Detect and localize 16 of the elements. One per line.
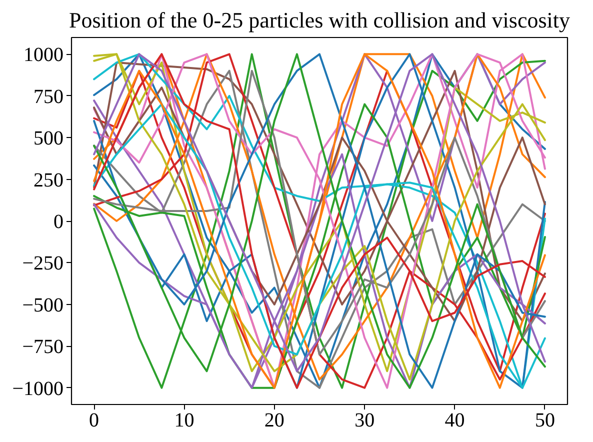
x-tick-label: 0 xyxy=(89,410,100,432)
y-tick-label: 500 xyxy=(34,128,64,150)
y-tick-label: −250 xyxy=(22,252,64,275)
x-tick-label: 30 xyxy=(354,410,375,432)
y-tick-label: −750 xyxy=(22,336,64,358)
chart-title: Position of the 0-25 particles with collision and viscosity xyxy=(68,8,570,32)
y-tick-label: −1000 xyxy=(12,378,64,400)
y-tick-label: 1000 xyxy=(24,44,64,66)
y-tick-label: 0 xyxy=(54,211,64,233)
x-tick-label: 50 xyxy=(534,410,555,432)
y-tick-label: −500 xyxy=(22,294,64,316)
y-tick-label: 250 xyxy=(34,169,64,192)
y-tick-label: 750 xyxy=(34,86,64,108)
x-tick-label: 40 xyxy=(444,410,465,432)
x-tick-label: 20 xyxy=(264,410,284,432)
x-tick-label: 10 xyxy=(174,410,194,432)
